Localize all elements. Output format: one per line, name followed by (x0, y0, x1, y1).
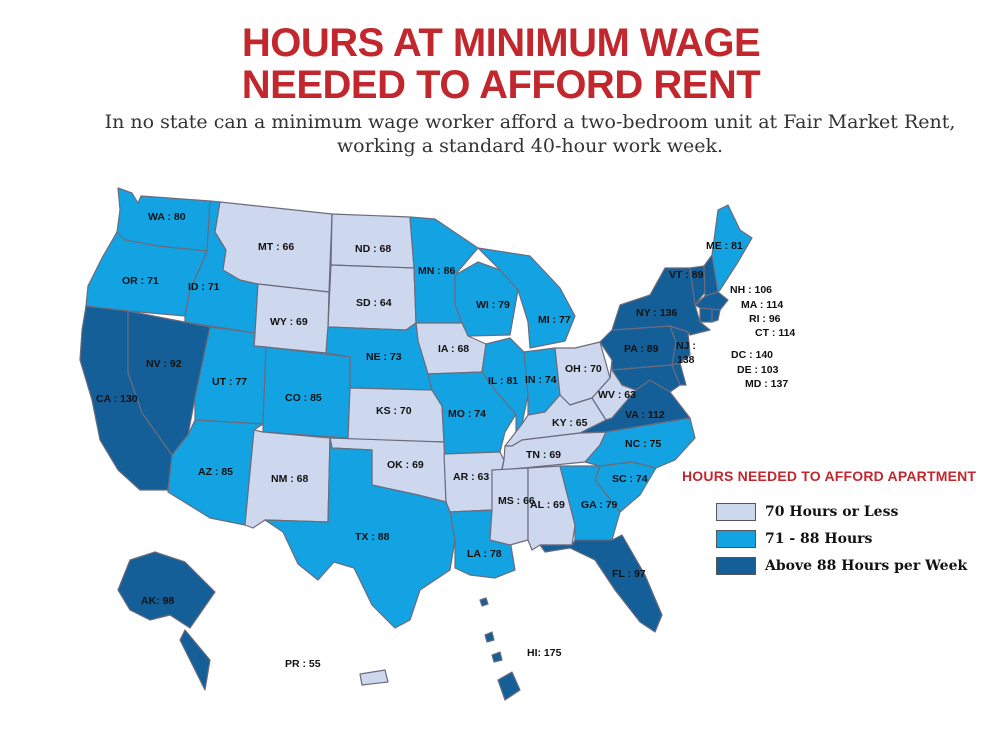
legend-item-mid: 71 - 88 Hours (682, 525, 982, 552)
legend-label-high: Above 88 Hours per Week (765, 557, 968, 574)
label-id: ID : 71 (188, 281, 220, 293)
label-ga: GA : 79 (581, 499, 618, 511)
state-me (711, 204, 753, 293)
label-wa: WA : 80 (148, 211, 186, 223)
map-title: HOURS AT MINIMUM WAGE NEEDED TO AFFORD R… (0, 22, 1002, 106)
label-wi: WI : 79 (476, 299, 510, 311)
label-tn: TN : 69 (526, 449, 561, 461)
label-vt: VT : 89 (669, 269, 704, 281)
legend: HOURS NEEDED TO AFFORD APARTMENT 70 Hour… (682, 468, 982, 579)
label-nc: NC : 75 (625, 438, 661, 450)
legend-item-high: Above 88 Hours per Week (682, 552, 982, 579)
label-ct: CT : 114 (755, 327, 795, 339)
state-ct (699, 307, 713, 323)
label-me: ME : 81 (706, 240, 743, 252)
label-hi: HI: 175 (527, 647, 562, 659)
label-ky: KY : 65 (552, 417, 588, 429)
label-oh: OH : 70 (565, 363, 602, 375)
state-ak (117, 551, 216, 691)
state-tx (264, 437, 456, 629)
label-nh: NH : 106 (730, 284, 772, 296)
state-ny (611, 267, 711, 336)
map-subtitle: In no state can a minimum wage worker af… (80, 110, 980, 158)
label-nm: NM : 68 (271, 473, 309, 485)
label-ms: MS : 66 (498, 495, 535, 507)
label-in: IN : 74 (525, 374, 557, 386)
label-ne: NE : 73 (366, 351, 402, 363)
state-ga (559, 465, 621, 541)
state-hi (479, 597, 521, 701)
label-nv: NV : 92 (146, 358, 182, 370)
label-nd: ND : 68 (355, 243, 391, 255)
label-wv: WV : 63 (598, 389, 636, 401)
legend-label-low: 70 Hours or Less (765, 503, 899, 520)
state-ri (711, 308, 721, 323)
label-la: LA : 78 (467, 548, 502, 560)
label-mo: MO : 74 (448, 408, 486, 420)
label-ri: RI : 96 (749, 313, 781, 325)
label-ma: MA : 114 (741, 299, 783, 311)
label-az: AZ : 85 (198, 466, 233, 478)
label-fl: FL : 97 (612, 568, 646, 580)
map-subtitle-line-1: In no state can a minimum wage worker af… (104, 111, 956, 133)
label-al: AL : 69 (530, 499, 565, 511)
label-ca: CA : 130 (96, 393, 138, 405)
state-ca (79, 305, 173, 491)
label-md: MD : 137 (745, 378, 788, 390)
state-fl (539, 534, 663, 633)
label-nj-line-1: NJ : (676, 340, 696, 352)
map-title-line-1: HOURS AT MINIMUM WAGE (241, 21, 761, 65)
label-mi: MI : 77 (538, 314, 571, 326)
state-az (167, 419, 264, 526)
label-ia: IA : 68 (438, 343, 469, 355)
map-subtitle-line-2: working a standard 40-hour work week. (336, 135, 724, 157)
legend-item-low: 70 Hours or Less (682, 498, 982, 525)
state-wi (454, 261, 519, 337)
state-nd (330, 213, 415, 269)
label-dc: DC : 140 (731, 349, 773, 361)
label-nj-line-2: 138 (677, 354, 695, 366)
label-ak: AK: 98 (141, 595, 174, 607)
label-co: CO : 85 (285, 392, 322, 404)
map-title-line-2: NEEDED TO AFFORD RENT (241, 63, 761, 107)
label-wy: WY : 69 (270, 316, 308, 328)
label-sc: SC : 74 (612, 473, 648, 485)
label-ar: AR : 63 (453, 471, 489, 483)
label-mn: MN : 86 (418, 265, 456, 277)
legend-swatch-high (716, 556, 756, 575)
legend-swatch-low (716, 502, 756, 521)
label-tx: TX : 88 (355, 531, 390, 543)
label-mt: MT : 66 (258, 241, 294, 253)
label-de: DE : 103 (737, 364, 779, 376)
label-pa: PA : 89 (624, 343, 659, 355)
label-or: OR : 71 (122, 275, 159, 287)
label-ny: NY : 136 (636, 307, 677, 319)
legend-label-mid: 71 - 88 Hours (765, 530, 873, 547)
state-shapes (79, 187, 753, 701)
legend-swatch-mid (716, 529, 756, 548)
label-sd: SD : 64 (356, 297, 392, 309)
state-pr (359, 669, 389, 686)
label-ut: UT : 77 (212, 376, 247, 388)
label-il: IL : 81 (488, 375, 518, 387)
label-ks: KS : 70 (376, 405, 412, 417)
label-pr: PR : 55 (285, 658, 321, 670)
state-labels: WA : 80 OR : 71 ID : 71 MT : 66 ND : 68 … (96, 211, 795, 670)
legend-title: HOURS NEEDED TO AFFORD APARTMENT (682, 468, 977, 484)
state-mi (477, 247, 576, 349)
label-va: VA : 112 (625, 409, 665, 421)
label-ok: OK : 69 (387, 459, 424, 471)
